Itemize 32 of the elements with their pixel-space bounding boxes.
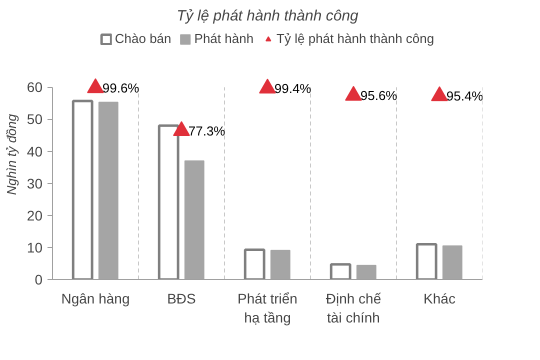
y-tick-label: 40 [26,143,43,160]
bar [72,100,94,280]
data-label: 77.3% [188,123,226,138]
point [173,121,190,136]
x-tick-label: Khác [424,290,456,306]
point [431,86,448,102]
data-label: 99.4% [274,80,312,96]
y-tick-label: 10 [26,239,43,256]
bar [158,124,180,280]
bar [330,263,352,280]
y-tick-label: 0 [34,272,43,288]
y-tick-label: 20 [26,207,43,224]
point [87,78,104,94]
y-tick-label: 50 [26,111,43,128]
y-tick-label: 30 [26,175,43,192]
chart-title: Tỷ lệ phát hành thành công [176,8,360,24]
x-tick-label: Phát triển hạ tầng [238,290,298,326]
x-tick-label: BĐS [167,290,196,306]
legend-label: Chào bán [114,31,172,46]
x-tick-label: Ngân hàng [61,290,130,306]
y-tick-label: 60 [26,79,43,96]
data-label: 95.6% [360,88,398,104]
legend-label: Tỷ lệ phát hành thành công [276,31,434,46]
legend-label: Phát hành [194,31,254,46]
data-label: 95.4% [446,88,484,104]
x-tick-label: Định chế tài chính [326,290,382,326]
point [259,78,276,94]
bar [416,242,438,280]
data-label: 99.6% [102,80,140,96]
y-axis-title: Nghìn tỷ đồng [4,113,19,195]
bar [244,248,266,280]
point [345,86,362,101]
